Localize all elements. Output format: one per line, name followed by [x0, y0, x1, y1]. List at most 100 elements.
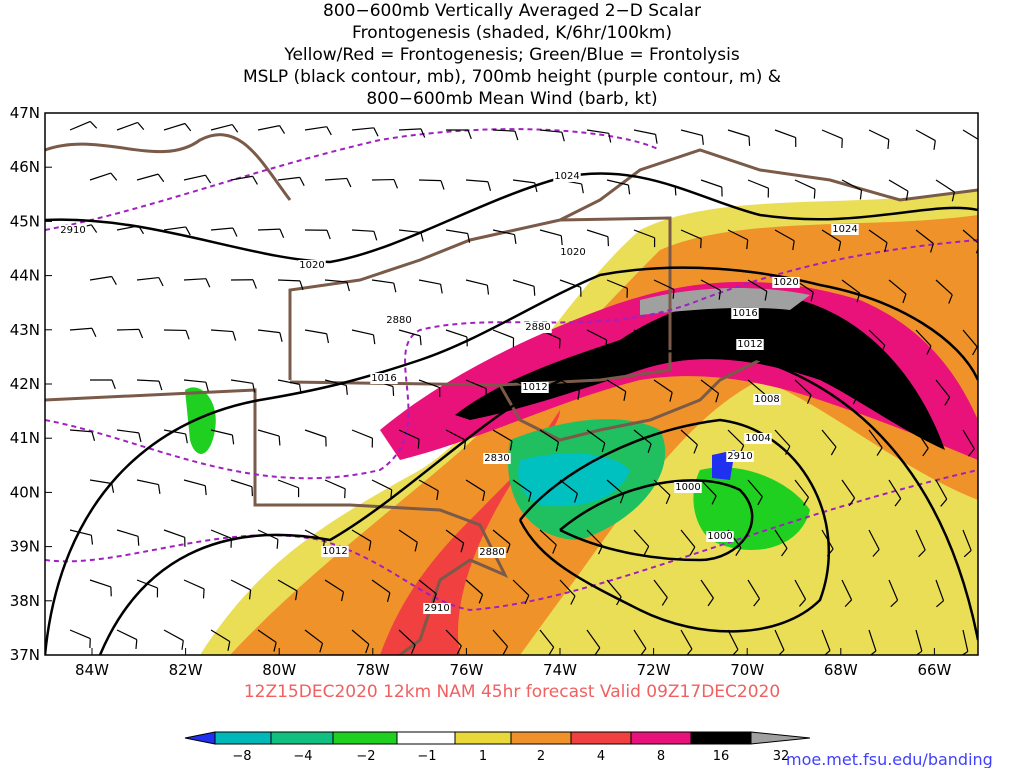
barb-staff: [700, 179, 723, 188]
barb-flag: [252, 175, 258, 185]
wind-barb: [492, 229, 517, 244]
label-bg: [478, 547, 506, 558]
barb-flag: [346, 178, 352, 188]
barb-flag: [616, 596, 622, 606]
wind-barb: [586, 329, 608, 350]
wind-barb: [512, 279, 536, 296]
barb-flag: [792, 240, 795, 251]
wind-barb: [653, 479, 671, 505]
barb-flag: [319, 643, 324, 653]
barb-staff: [586, 529, 603, 547]
barb-flag: [948, 294, 953, 304]
barb-flag: [986, 500, 992, 507]
barb-staff: [606, 179, 629, 186]
title-line: Yellow/Red = Frontogenesis; Green/Blue =…: [283, 45, 740, 65]
barb-flag: [715, 393, 720, 403]
contour-label: 2910: [424, 603, 449, 614]
contour-label: 2880: [525, 322, 550, 333]
barb-flag: [460, 542, 465, 553]
wind-barb: [116, 529, 140, 546]
barb-staff: [277, 479, 299, 489]
barb-flag: [372, 334, 376, 345]
footer: 12Z15DEC2020 12km NAM 45hr forecast Vali…: [244, 682, 780, 702]
barb-staff: [888, 279, 907, 295]
lat-label: 47N: [10, 104, 40, 122]
barb-flag: [111, 483, 115, 493]
wind-barb: [653, 179, 677, 196]
colorbar-label: 2: [537, 749, 545, 764]
barb-staff: [465, 279, 488, 286]
barb-flag: [813, 189, 816, 199]
barb-flag: [420, 128, 426, 138]
wind-barb: [230, 579, 252, 600]
wind-barb: [868, 429, 883, 456]
wind-barb: [398, 529, 418, 552]
barb-flag: [204, 174, 212, 184]
barb-flag: [158, 277, 164, 287]
lat-label: 46N: [10, 158, 40, 176]
barb-staff: [868, 129, 890, 141]
lon-label: 80W: [262, 661, 296, 679]
label-bg: [559, 247, 587, 258]
wind-barb: [351, 229, 378, 241]
barb-flag: [975, 247, 978, 254]
barb-flag: [707, 597, 714, 607]
barb-staff: [915, 429, 929, 449]
wind-barb: [230, 279, 257, 289]
wind-barb: [210, 529, 232, 548]
barb-staff: [841, 579, 853, 601]
wind-barb: [183, 479, 207, 496]
barb-staff: [962, 629, 969, 652]
wind-barb: [888, 379, 905, 406]
barb-staff: [492, 129, 516, 132]
barb-staff: [935, 179, 955, 193]
contour-label: 2880: [479, 547, 504, 558]
wind-barb: [418, 179, 445, 190]
barb-staff: [116, 529, 139, 537]
wind-barb: [680, 329, 701, 352]
contour-label: 1020: [773, 277, 798, 288]
barb-staff: [257, 125, 280, 131]
barb-flag: [669, 392, 673, 402]
colorbar-label: −2: [356, 749, 375, 764]
barb-staff: [351, 429, 373, 439]
barb-staff: [136, 173, 159, 181]
wind-barb: [888, 479, 902, 507]
wind-barb: [700, 279, 722, 300]
wind-barb: [277, 579, 298, 601]
wind-barb: [445, 229, 471, 243]
label-bg: [423, 603, 451, 614]
wind-barb: [888, 279, 907, 304]
wind-barb: [69, 629, 91, 648]
barb-staff: [915, 229, 934, 244]
barb-flag: [753, 598, 760, 607]
barb-flag: [674, 186, 677, 196]
barb-staff: [559, 579, 576, 597]
barb-staff: [983, 180, 1001, 193]
title-line: 800−600mb Mean Wind (barb, kt): [366, 89, 657, 109]
barb-staff: [606, 579, 622, 598]
colorbar-label: −8: [232, 749, 251, 764]
barb-staff: [257, 629, 277, 643]
barb-staff: [89, 479, 112, 485]
lat-label: 42N: [10, 375, 40, 393]
wind-barb: [633, 329, 654, 351]
barb-flag: [135, 639, 138, 649]
barb-staff: [398, 229, 421, 234]
wind-barb: [653, 379, 673, 402]
barb-flag: [619, 494, 625, 504]
wind-barb: [136, 379, 163, 391]
barb-staff: [821, 329, 839, 345]
contour-label: 1024: [832, 224, 857, 235]
wind-barb: [183, 174, 212, 184]
wind-barb: [492, 429, 513, 451]
wind-barb: [915, 129, 936, 150]
label-bg: [483, 453, 511, 464]
contour-label: 1000: [707, 531, 732, 542]
barb-staff: [606, 379, 627, 393]
barb-flag: [278, 436, 281, 446]
wind-barb: [163, 629, 184, 650]
barb-staff: [69, 120, 91, 131]
wind-barb: [962, 129, 978, 140]
wind-barb: [841, 579, 853, 608]
